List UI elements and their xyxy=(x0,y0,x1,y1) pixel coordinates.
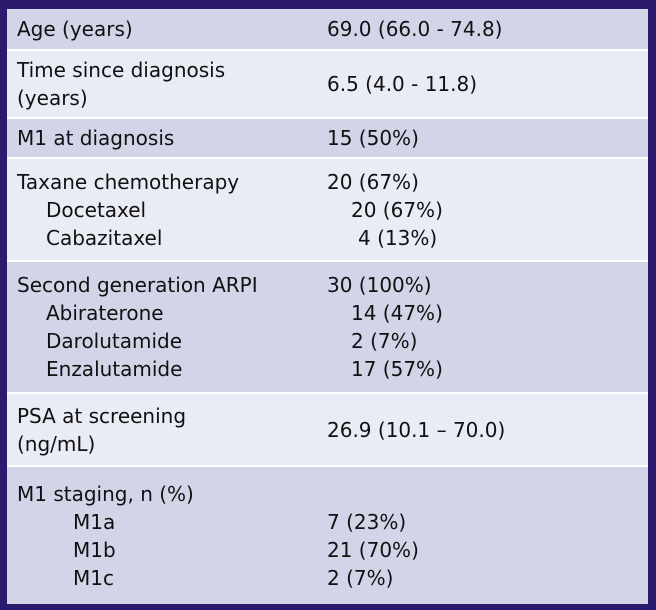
row-value: 30 (100%) xyxy=(327,273,432,297)
table-row-taxane-chemotherapy: Taxane chemotherapy Docetaxel Cabazitaxe… xyxy=(7,159,648,262)
sub-row-label: M1c xyxy=(73,565,114,590)
row-label-line2: (ng/mL) xyxy=(17,431,96,456)
row-label-line1: PSA at screening xyxy=(17,403,187,428)
row-value-empty xyxy=(327,480,648,508)
sub-row-label: Cabazitaxel xyxy=(46,225,163,250)
table-row-time-since-diagnosis: Time since diagnosis (years) 6.5 (4.0 - … xyxy=(7,51,648,119)
sub-row-label: Enzalutamide xyxy=(46,357,183,381)
sub-row-value: 21 (70%) xyxy=(327,537,419,562)
sub-row-value: 17 (57%) xyxy=(351,357,443,381)
table-row-psa-at-screening: PSA at screening (ng/mL) 26.9 (10.1 – 70… xyxy=(7,394,648,467)
row-label: Second generation ARPI xyxy=(17,273,258,297)
row-label: Taxane chemotherapy xyxy=(17,169,240,194)
row-value: 69.0 (66.0 - 74.8) xyxy=(327,17,503,41)
table-row-m1-staging: M1 staging, n (%) M1a M1b M1c 7 (23%) 21… xyxy=(7,467,648,604)
row-label: M1 staging, n (%) xyxy=(17,481,194,506)
row-value: 15 (50%) xyxy=(327,126,419,150)
row-label-line1: Time since diagnosis xyxy=(17,58,226,82)
row-label: Age (years) xyxy=(17,17,133,41)
baseline-characteristics-table: Age (years) 69.0 (66.0 - 74.8) Time sinc… xyxy=(7,9,648,604)
row-label: M1 at diagnosis xyxy=(17,126,175,150)
row-value: 26.9 (10.1 – 70.0) xyxy=(327,417,506,442)
table-row-second-generation-arpi: Second generation ARPI Abiraterone Darol… xyxy=(7,262,648,394)
sub-row-value: 2 (7%) xyxy=(327,565,394,590)
sub-row-value: 2 (7%) xyxy=(351,329,418,353)
sub-row-label: Abiraterone xyxy=(46,301,164,325)
table-row-age: Age (years) 69.0 (66.0 - 74.8) xyxy=(7,9,648,51)
table-row-m1-at-diagnosis: M1 at diagnosis 15 (50%) xyxy=(7,119,648,159)
sub-row-value: 14 (47%) xyxy=(351,301,443,325)
sub-row-value: 4 (13%) xyxy=(358,225,438,250)
sub-row-value: 20 (67%) xyxy=(351,197,443,222)
sub-row-label: Darolutamide xyxy=(46,329,183,353)
row-value: 6.5 (4.0 - 11.8) xyxy=(327,72,478,96)
sub-row-label: Docetaxel xyxy=(46,197,147,222)
sub-row-label: M1a xyxy=(73,509,116,534)
sub-row-label: M1b xyxy=(73,537,116,562)
sub-row-value: 7 (23%) xyxy=(327,509,407,534)
row-value: 20 (67%) xyxy=(327,169,419,194)
row-label-line2: (years) xyxy=(17,86,88,110)
